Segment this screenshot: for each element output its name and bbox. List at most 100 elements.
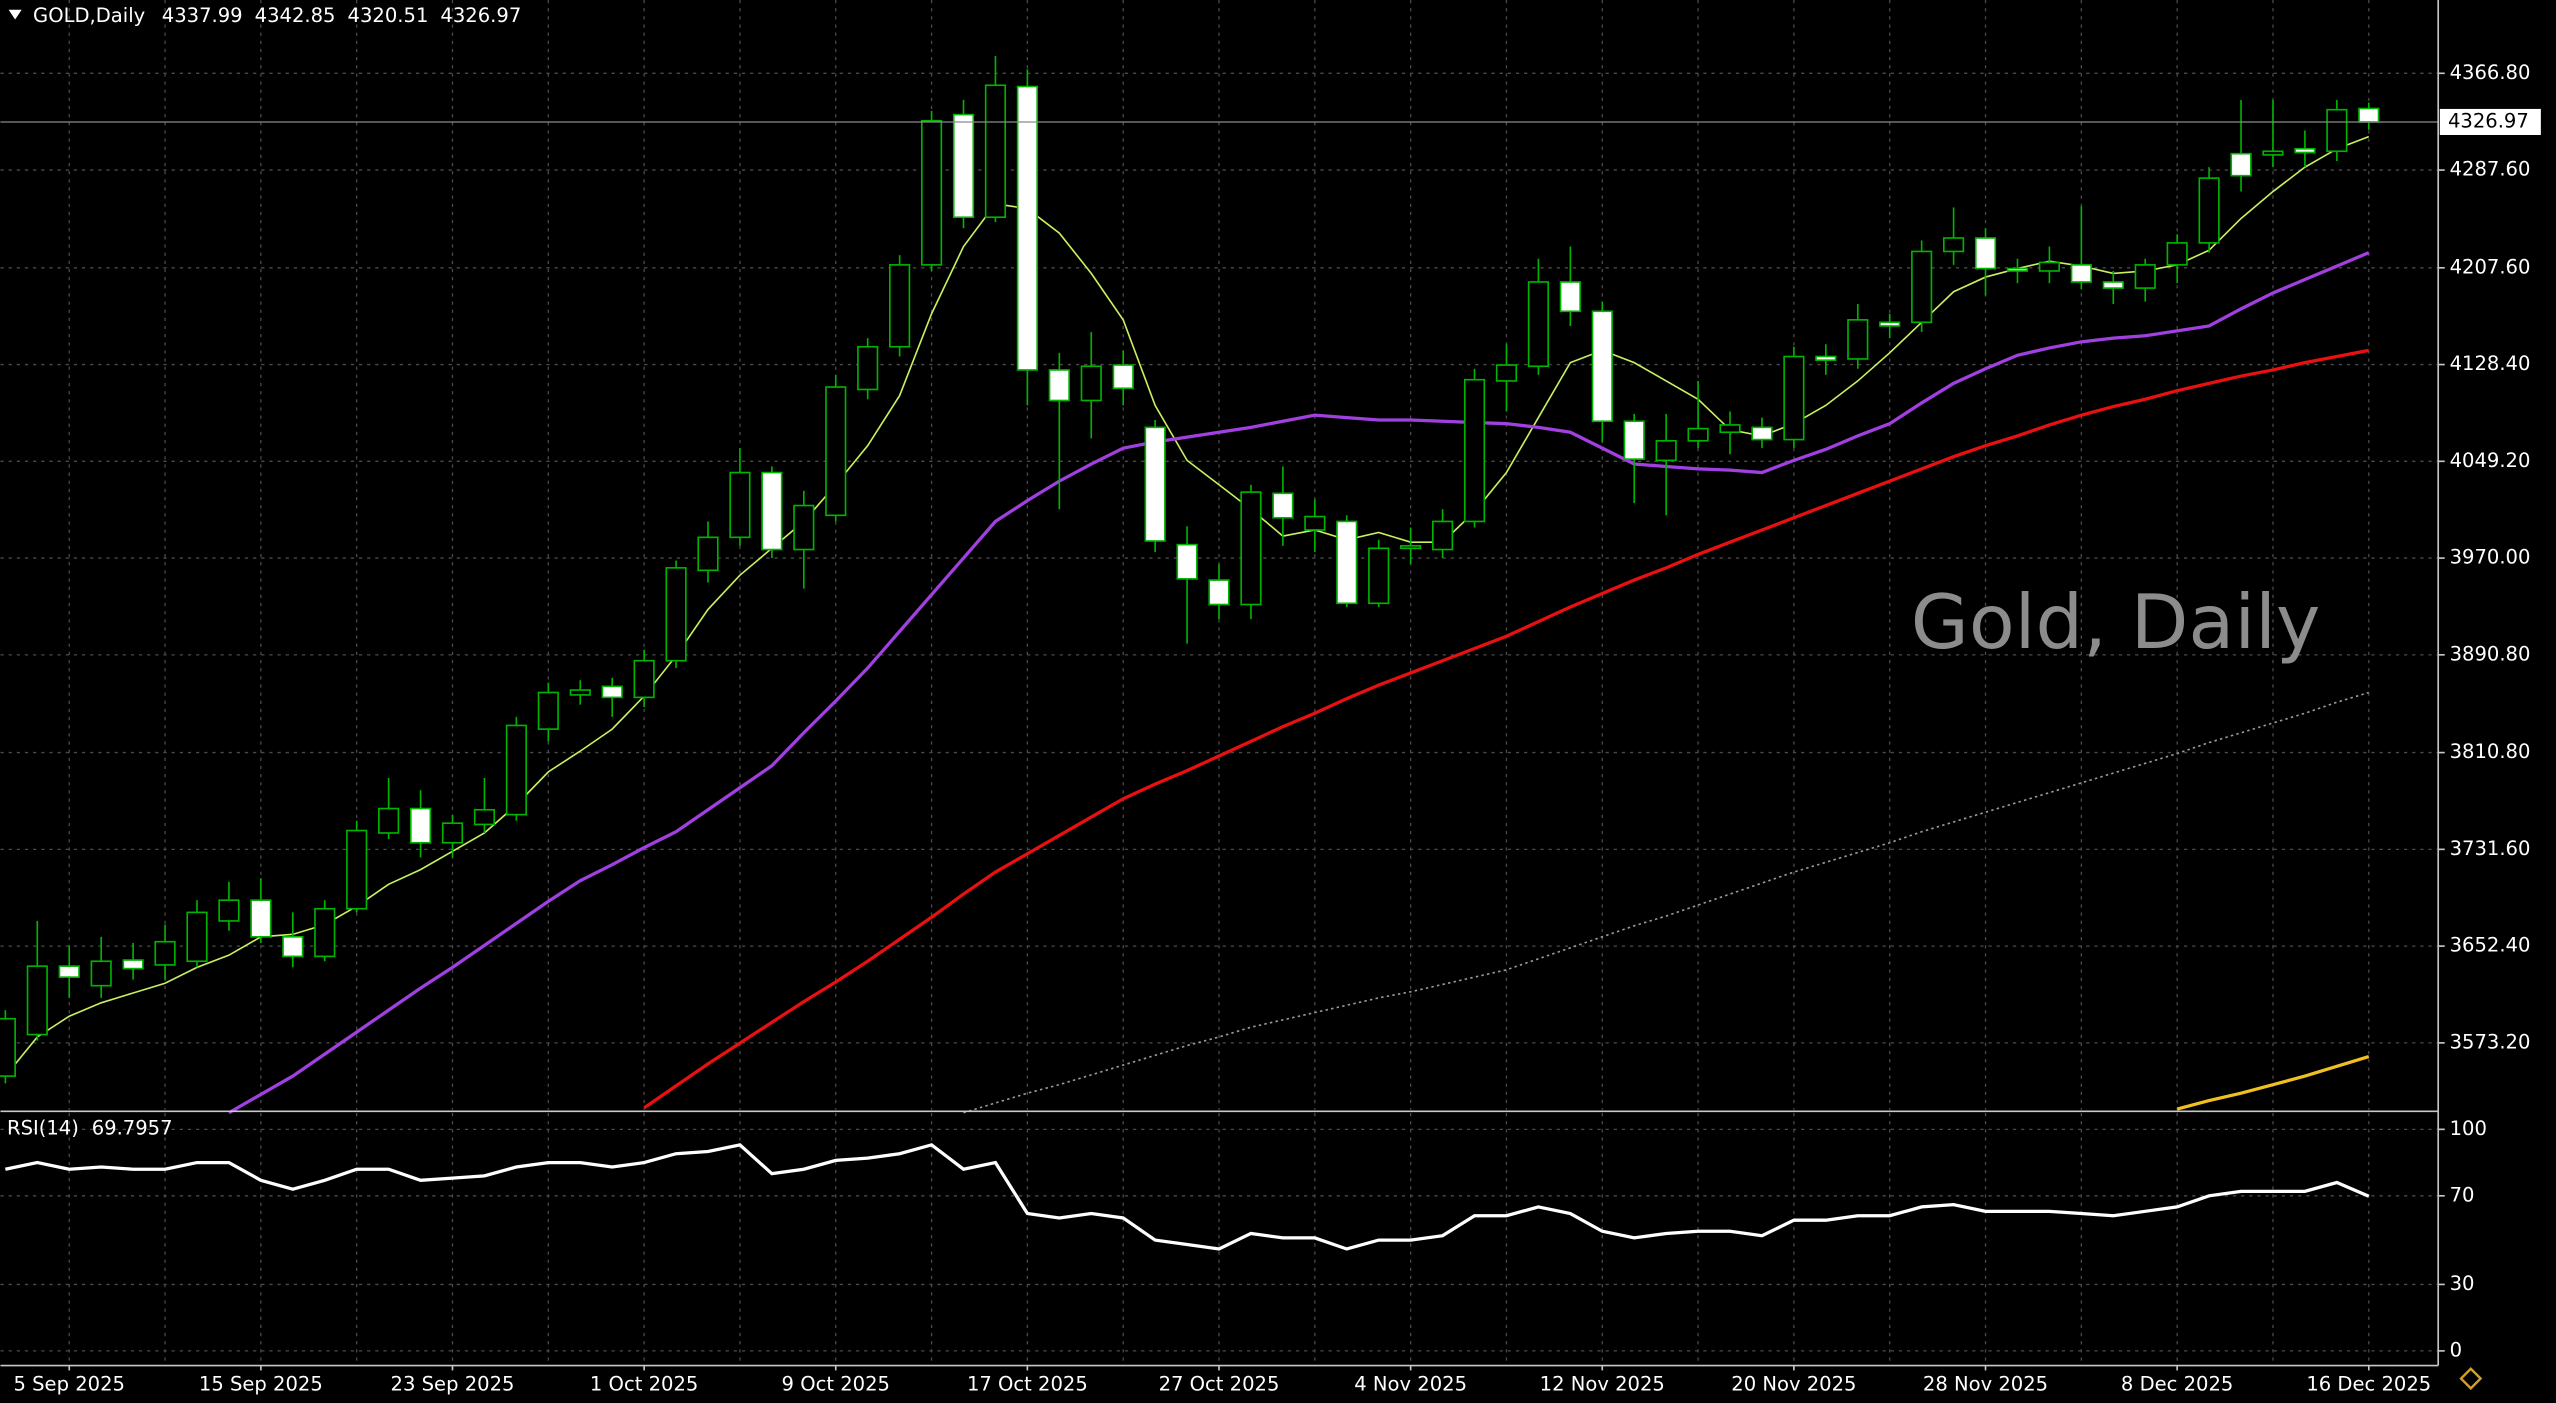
x-tick-label: 27 Oct 2025 [1159,1373,1280,1396]
rsi-tick-label: 0 [2450,1338,2462,1361]
candle-body [1336,520,1358,605]
x-tick-label: 23 Sep 2025 [391,1373,515,1396]
symbol: GOLD,Daily [33,4,145,27]
candle-body [441,822,464,844]
candle-body [122,959,144,970]
candle-body [1112,364,1134,390]
candle-body [1272,492,1294,519]
candle-body [2038,261,2060,272]
candle-body [1208,579,1230,606]
y-tick-label: 4287.60 [2450,158,2531,181]
candle-body [825,386,847,517]
menu-triangle[interactable] [8,9,22,20]
y-tick-label: 3810.80 [2450,740,2531,763]
x-tick-label: 28 Nov 2025 [1923,1373,2048,1396]
candle-body [1048,369,1070,402]
candle-body [1304,515,1326,531]
x-tick-label: 5 Sep 2025 [14,1373,125,1396]
y-tick-label: 4366.80 [2450,61,2531,84]
candle-body [952,113,975,219]
candle-body [1911,250,1933,324]
candle-body [793,504,815,551]
candle-body [1783,355,1805,441]
candle-body [1815,355,1837,361]
rsi-tick-label: 30 [2450,1272,2475,1295]
candle-body [1463,378,1486,523]
rsi-value: 69.7957 [92,1117,173,1140]
y-tick-label: 3731.60 [2450,837,2531,860]
candle-body [2230,152,2252,177]
candle-body [1655,439,1677,462]
candle-body [1527,281,1549,368]
candle-body [26,965,48,1036]
candle-body [282,936,304,958]
candle-body [409,807,432,844]
y-tick-label: 3652.40 [2450,934,2531,957]
y-tick-label: 3970.00 [2450,546,2531,569]
moving-average [4,135,2370,1077]
candle-body [633,659,655,699]
x-tick-label: 8 Dec 2025 [2121,1373,2233,1396]
candle-body [601,685,623,699]
candle-body [1368,547,1390,605]
candle-body [1879,321,1901,327]
y-tick-label: 4207.60 [2450,255,2531,278]
ohlc-high: 4342.85 [255,4,336,27]
candle-body [505,724,527,816]
candle-body [2134,264,2156,289]
candle-body [2006,267,2029,272]
candle-body [2166,242,2188,266]
candle-body [186,911,208,963]
candle-body [1847,319,1869,360]
candle-body [378,807,400,834]
ohlc-open: 4337.99 [162,4,243,27]
moving-average [2176,1054,2370,1111]
candle-body [537,691,559,730]
candle-body [250,899,272,938]
candle-body [1144,426,1166,542]
rsi-tick-label: 70 [2450,1183,2475,1206]
candle-body [1591,310,1613,423]
candle-body [2198,177,2220,244]
candle-body [473,808,496,826]
x-tick-label: 15 Sep 2025 [199,1373,323,1396]
current-price-tag [2439,108,2541,136]
candle-body [1974,237,1997,270]
x-tick-label: 17 Oct 2025 [967,1373,1088,1396]
candle-body [2102,281,2124,289]
rsi-line [5,1143,2370,1251]
candle-body [1687,427,1709,442]
candle-body [889,264,911,348]
y-tick-label: 3573.20 [2450,1030,2531,1053]
candle-body [2070,264,2092,283]
candle-body [1623,420,1645,460]
candle-body [1751,426,1773,441]
candle-body [1719,424,1741,434]
x-tick-label: 4 Nov 2025 [1354,1373,1467,1396]
candle-body [1400,545,1422,550]
logo [2459,1367,2483,1391]
plot [0,55,2439,1115]
candle-body [729,471,751,539]
watermark: Gold, Daily [1911,578,2321,666]
y-tick-label: 3890.80 [2450,642,2531,665]
candle-body [984,84,1007,219]
x-tick-label: 9 Oct 2025 [782,1373,890,1396]
candle-body [218,899,240,922]
candle-body [920,119,943,266]
x-tick-label: 20 Nov 2025 [1731,1373,1856,1396]
candle-body [761,471,783,551]
candle-body [1240,491,1262,606]
candle-body [2326,108,2348,153]
candle-body [1176,543,1198,580]
candle-body [346,829,368,910]
y-tick-label: 4128.40 [2450,352,2531,375]
rsi-label: RSI(14) [7,1117,79,1140]
candle-body [1495,364,1518,382]
y-tick-label: 4049.20 [2450,449,2531,472]
x-tick-label: 16 Dec 2025 [2306,1373,2431,1396]
moving-average [228,251,2370,1115]
